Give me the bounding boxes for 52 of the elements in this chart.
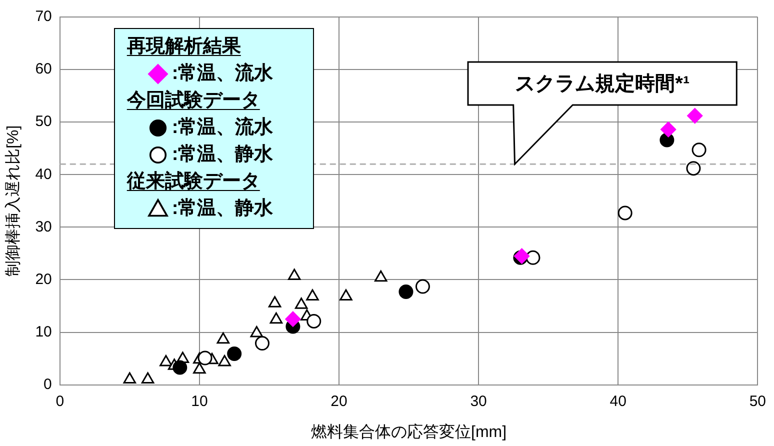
x-tick-label: 50 xyxy=(749,392,766,410)
point xyxy=(686,161,701,176)
point xyxy=(306,289,319,301)
point xyxy=(254,336,270,351)
legend-label: :常温、静水 xyxy=(172,197,274,221)
point xyxy=(692,142,706,158)
point xyxy=(415,279,430,294)
point xyxy=(288,268,301,280)
point xyxy=(172,360,188,375)
y-tick-label: 0 xyxy=(44,376,52,393)
point xyxy=(306,314,322,328)
point xyxy=(270,312,283,324)
x-tick-label: 30 xyxy=(470,392,487,410)
point xyxy=(618,206,632,220)
annotation: 再現解析結果 xyxy=(126,35,242,59)
point xyxy=(340,289,352,301)
y-tick-label: 50 xyxy=(35,113,52,130)
point xyxy=(216,332,230,344)
point xyxy=(218,354,231,366)
point xyxy=(193,362,206,374)
point xyxy=(250,326,264,338)
y-axis-title: 制御棒挿入遅れ比[%] xyxy=(4,125,22,276)
y-tick-label: 30 xyxy=(35,218,52,236)
point xyxy=(398,284,414,300)
point xyxy=(123,372,136,384)
point xyxy=(374,270,388,282)
point xyxy=(526,250,540,265)
point xyxy=(227,346,242,362)
point xyxy=(294,298,308,309)
y-tick-label: 60 xyxy=(35,60,52,78)
annotation: スクラム規定時間*¹ xyxy=(514,72,691,97)
x-tick-label: 20 xyxy=(330,392,348,410)
point xyxy=(268,296,282,308)
y-tick-label: 20 xyxy=(35,270,52,288)
point xyxy=(660,122,676,138)
x-tick-label: 10 xyxy=(191,392,208,410)
point xyxy=(687,108,703,124)
point xyxy=(285,311,301,327)
y-tick-label: 40 xyxy=(35,166,52,183)
y-tick-label: 70 xyxy=(35,8,52,26)
y-tick-label: 10 xyxy=(35,323,52,340)
point xyxy=(198,350,212,366)
legend-label: :常温、流水 xyxy=(172,62,274,86)
annotation: 従来試験データ xyxy=(126,170,261,194)
x-axis-title: 燃料集合体の応答変位[mm] xyxy=(311,422,507,441)
annotation: 今回試験データ xyxy=(126,88,261,113)
x-tick-label: 40 xyxy=(610,392,626,410)
point xyxy=(141,372,154,384)
legend-label: :常温、流水 xyxy=(172,116,274,140)
legend-label: :常温、静水 xyxy=(172,143,274,167)
point xyxy=(160,354,172,366)
x-tick-label: 0 xyxy=(56,392,64,410)
